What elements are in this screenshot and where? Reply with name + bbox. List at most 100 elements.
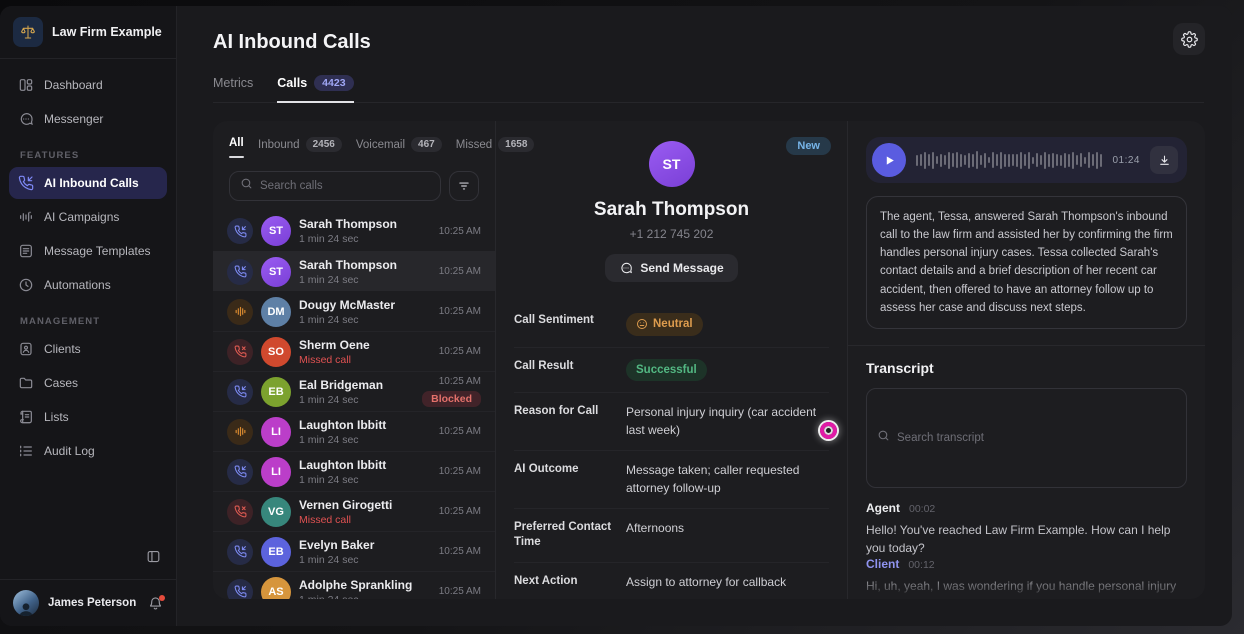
sidebar-item-cases[interactable]: Cases [9, 367, 167, 399]
filter-voicemail[interactable]: Voicemail 467 [356, 137, 442, 152]
field-next-action: Next Action Assign to attorney for callb… [514, 574, 787, 589]
call-duration: 1 min 24 sec [299, 553, 359, 566]
audio-waveform[interactable] [916, 148, 1102, 172]
divider [0, 58, 176, 59]
avatar: EB [261, 536, 291, 567]
sidebar-item-label: Cases [44, 376, 79, 390]
call-name: Sarah Thompson [299, 217, 398, 231]
field-reason-for-call: Reason for Call Personal injury inquiry … [514, 393, 829, 452]
neutral-face-icon [637, 319, 647, 330]
sidebar-item-automations[interactable]: Automations [9, 269, 167, 301]
sidebar-item-clients[interactable]: Clients [9, 333, 167, 365]
main-area: AI Inbound Calls Metrics Calls 4423 All I… [177, 6, 1232, 626]
blocked-badge: Blocked [422, 391, 481, 407]
scales-of-justice-icon [13, 17, 43, 47]
inbound-call-icon [227, 578, 253, 599]
clients-icon [18, 341, 34, 357]
sidebar-item-messenger[interactable]: Messenger [9, 103, 167, 135]
caller-phone: +1 212 745 202 [629, 227, 714, 241]
download-icon[interactable] [1150, 146, 1178, 174]
settings-gear-icon[interactable] [1173, 23, 1205, 55]
inbound-call-icon [227, 538, 253, 565]
call-detail-column: New ST Sarah Thompson +1 212 745 202 Sen… [496, 121, 848, 599]
inbound-phone-icon [18, 175, 34, 191]
speaker-label: Client [866, 556, 900, 571]
call-time: 10:25 AM [438, 225, 481, 237]
call-list-item[interactable]: EB Eal Bridgeman 1 min 24 sec 10:25 AM B… [213, 371, 495, 411]
call-duration: 1 min 24 sec [299, 273, 359, 286]
recording-transcript-column: 01:24 The agent, Tessa, answered Sarah T… [848, 121, 1205, 599]
call-duration: 1 min 24 sec [299, 594, 431, 600]
cursor-click-indicator [820, 422, 837, 439]
call-duration: 1 min 24 sec [299, 473, 359, 486]
tab-metrics[interactable]: Metrics [213, 75, 253, 103]
sidebar-item-ai-campaigns[interactable]: AI Campaigns [9, 201, 167, 233]
call-list-item[interactable]: LI Laughton Ibbitt 1 min 24 sec 10:25 AM [213, 411, 495, 451]
call-list-item[interactable]: EB Evelyn Baker 1 min 24 sec 10:25 AM [213, 531, 495, 571]
tab-label: Metrics [213, 76, 254, 90]
filter-icon[interactable] [449, 171, 479, 201]
call-name: Sarah Thompson [299, 257, 398, 272]
sentiment-badge: Neutral [626, 313, 703, 336]
call-list-item[interactable]: VG Vernen Girogetti Missed call 10:25 AM [213, 491, 495, 531]
send-message-button[interactable]: Send Message [605, 254, 738, 282]
collapse-sidebar-icon[interactable] [146, 549, 161, 569]
divider [848, 344, 1205, 346]
message-text: Hi, uh, yeah, I was wondering if you han… [866, 578, 1177, 599]
dashboard-icon [18, 77, 34, 93]
call-duration: 1 min 24 sec [299, 233, 359, 245]
audio-duration: 01:24 [1112, 154, 1140, 166]
avatar: ST [261, 256, 291, 287]
user-name: James Peterson [48, 597, 137, 609]
sidebar-item-dashboard[interactable]: Dashboard [9, 69, 167, 101]
search-icon [877, 429, 890, 447]
search-transcript-box[interactable] [866, 387, 1187, 488]
sidebar-item-audit-log[interactable]: Audit Log [9, 435, 167, 467]
sidebar-item-label: AI Inbound Calls [44, 176, 139, 190]
voicemail-call-icon [227, 418, 253, 445]
call-list-item[interactable]: DM Dougy McMaster 1 min 24 sec 10:25 AM [213, 291, 495, 331]
sidebar-item-label: Messenger [44, 112, 104, 126]
sidebar-item-lists[interactable]: Lists [9, 401, 167, 433]
filter-all[interactable]: All [229, 137, 244, 158]
search-transcript-input[interactable] [897, 431, 1176, 444]
call-list-item[interactable]: AS Adolphe Sprankling 1 min 24 sec 10:25… [213, 571, 495, 599]
call-time: 10:25 AM [438, 346, 481, 357]
app-window: Law Firm Example Dashboard Messenger FEA… [0, 6, 1232, 626]
tab-calls[interactable]: Calls 4423 [277, 75, 354, 103]
user-footer[interactable]: James Peterson [0, 579, 176, 626]
inbound-call-icon [227, 378, 253, 405]
sidebar-item-label: Clients [44, 342, 81, 356]
call-list-item[interactable]: SO Sherm Oene Missed call 10:25 AM [213, 331, 495, 371]
call-time: 10:25 AM [438, 376, 481, 387]
call-name: Laughton Ibbitt [299, 417, 387, 432]
sidebar-item-ai-inbound-calls[interactable]: AI Inbound Calls [9, 167, 167, 199]
sidebar-item-message-templates[interactable]: Message Templates [9, 235, 167, 267]
sidebar-item-label: Lists [44, 410, 69, 424]
calls-count-badge: 4423 [314, 75, 354, 91]
search-calls-box[interactable] [229, 171, 441, 201]
call-list-item[interactable]: ST Sarah Thompson 1 min 24 sec 10:25 AM [213, 251, 495, 291]
call-duration: Missed call [299, 513, 351, 526]
play-icon[interactable] [872, 143, 906, 177]
transcript-message: Client 00:12 Hi, uh, yeah, I was wonderi… [866, 557, 1187, 599]
status-badge-new: New [786, 137, 831, 155]
filter-inbound[interactable]: Inbound 2456 [258, 137, 342, 152]
field-preferred-contact-time: Preferred Contact Time Afternoons [514, 509, 829, 563]
voicemail-call-icon [227, 298, 253, 325]
search-calls-input[interactable] [260, 180, 430, 192]
call-list-item[interactable]: LI Laughton Ibbitt 1 min 24 sec 10:25 AM [213, 451, 495, 491]
call-time: 10:25 AM [438, 546, 481, 557]
avatar: ST [648, 141, 695, 187]
field-call-result: Call Result Successful [514, 348, 829, 394]
missed-call-icon [227, 498, 253, 525]
call-name: Vernen Girogetti [299, 497, 393, 512]
filter-missed[interactable]: Missed 1658 [456, 137, 535, 152]
call-rows: ST Sarah Thompson 1 min 24 sec 10:25 AM … [213, 211, 495, 599]
call-list-item[interactable]: ST Sarah Thompson 1 min 24 sec 10:25 AM [213, 211, 495, 251]
notifications-bell-icon[interactable] [148, 594, 165, 611]
automations-icon [18, 277, 34, 293]
call-time: 10:25 AM [438, 586, 481, 597]
missed-call-icon [227, 338, 253, 365]
